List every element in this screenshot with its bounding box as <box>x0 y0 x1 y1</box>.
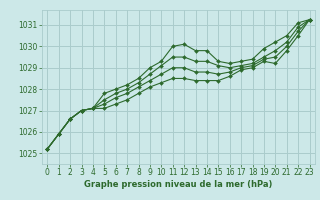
X-axis label: Graphe pression niveau de la mer (hPa): Graphe pression niveau de la mer (hPa) <box>84 180 273 189</box>
